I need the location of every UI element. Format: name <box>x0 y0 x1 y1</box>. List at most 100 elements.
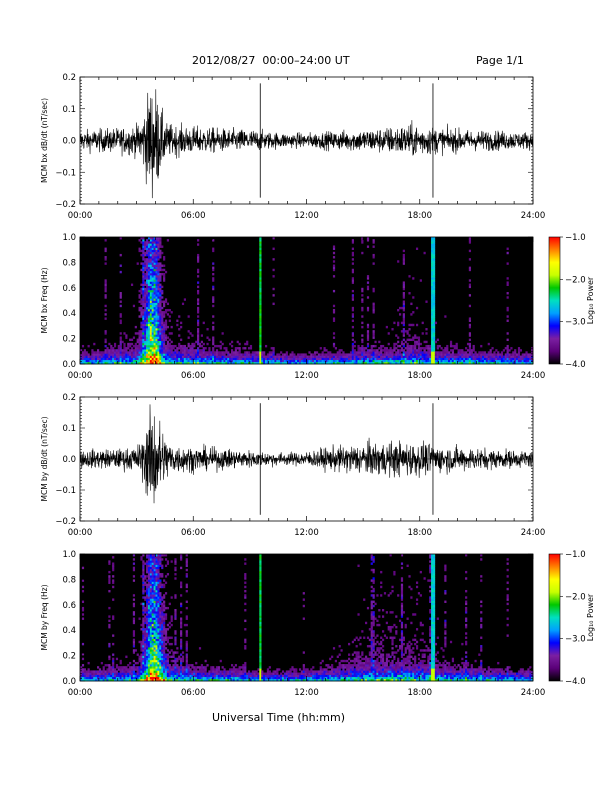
spectrogram-cell <box>151 678 154 682</box>
spectrogram-cell <box>283 355 287 358</box>
spectrogram-cell <box>155 568 158 572</box>
spectrogram-cell <box>100 353 103 356</box>
spectrogram-cell <box>144 655 147 659</box>
spectrogram-cell <box>144 262 147 265</box>
spectrogram-cell <box>146 287 149 291</box>
spectrogram-cell <box>180 344 183 348</box>
spectrogram-cell <box>202 357 205 361</box>
spectrogram-cell <box>266 361 270 365</box>
spectrogram-cell <box>231 349 234 352</box>
spectrogram-cell <box>149 642 153 646</box>
spectrogram-cell <box>142 657 145 661</box>
spectrogram-cell <box>193 666 196 669</box>
spectrogram-cell <box>431 256 434 259</box>
spectrogram-cell <box>506 347 509 350</box>
spectrogram-cell <box>372 604 375 608</box>
spectrogram-cell <box>153 645 156 648</box>
spectrogram-cell <box>225 351 228 354</box>
spectrogram-cell <box>212 347 215 350</box>
spectrogram-cell <box>161 300 164 303</box>
spectrogram-cell <box>161 315 164 318</box>
spectrogram-cell <box>155 585 158 589</box>
spectrogram-cell <box>117 349 120 352</box>
spectrogram-cell <box>334 678 337 682</box>
spectrogram-cell <box>149 344 153 348</box>
spectrogram-cell <box>117 361 120 365</box>
spectrogram-cell <box>427 355 430 358</box>
spectrogram-cell <box>159 283 162 286</box>
spectrogram-cell <box>402 357 405 361</box>
spectrogram-cell <box>153 258 156 261</box>
spectrogram-cell <box>149 554 153 557</box>
spectrogram-cell <box>370 579 373 582</box>
spectrogram-cell <box>202 351 205 354</box>
spectrogram-cell <box>468 334 472 337</box>
spectrogram-cell <box>159 251 162 255</box>
spectrogram-cell <box>108 678 111 682</box>
spectrogram-cell <box>314 351 317 354</box>
spectrogram-cell <box>353 657 356 661</box>
spectrogram-cell <box>157 589 160 593</box>
spectrogram-cell <box>138 657 141 661</box>
spectrogram-cell <box>185 657 188 661</box>
spectrogram-cell <box>157 560 160 563</box>
spectrogram-cell <box>157 304 160 308</box>
spectrogram-cell <box>157 281 160 284</box>
spectrogram-cell <box>146 279 149 282</box>
spectrogram-cell <box>174 642 177 646</box>
spectrogram-cell <box>117 353 120 356</box>
spectrogram-cell <box>259 653 262 656</box>
spectrogram-cell <box>215 344 219 348</box>
spectrogram-cell <box>132 566 136 570</box>
spectrogram-cell <box>187 344 190 348</box>
spectrogram-cell <box>183 672 186 675</box>
spectrogram-cell <box>197 306 200 310</box>
spectrogram-cell <box>376 359 379 363</box>
spectrogram-cell <box>191 347 194 350</box>
spectrogram-cell <box>363 357 366 361</box>
spectrogram-cell <box>195 351 198 354</box>
spectrogram-cell <box>493 351 496 354</box>
spectrogram-cell <box>153 272 156 276</box>
spectrogram-cell <box>129 666 132 669</box>
spectrogram-cell <box>525 353 528 356</box>
spectrogram-cell <box>130 674 134 678</box>
spectrogram-cell <box>242 674 245 678</box>
spectrogram-cell <box>504 359 507 363</box>
spectrogram-cell <box>517 347 521 350</box>
spectrogram-cell <box>263 676 266 680</box>
spectrogram-cell <box>146 628 149 631</box>
spectrogram-cell <box>208 674 211 678</box>
spectrogram-cell <box>146 334 149 337</box>
spectrogram-cell <box>142 287 145 291</box>
spectrogram-cell <box>142 602 145 606</box>
spectrogram-cell <box>431 251 434 255</box>
spectrogram-cell <box>155 277 158 280</box>
spectrogram-cell <box>146 606 149 610</box>
spectrogram-cell <box>198 678 202 682</box>
spectrogram-cell <box>348 670 351 673</box>
spectrogram-cell <box>185 573 188 576</box>
spectrogram-cell <box>440 359 443 363</box>
spectrogram-cell <box>142 651 145 654</box>
spectrogram-cell <box>408 361 411 365</box>
spectrogram-cell <box>325 353 328 356</box>
spectrogram-cell <box>212 672 215 675</box>
spectrogram-cell <box>278 353 281 356</box>
spectrogram-cell <box>338 674 341 678</box>
spectrogram-cell <box>421 359 424 363</box>
spectrogram-cell <box>89 355 92 358</box>
spectrogram-cell <box>91 672 94 675</box>
spectrogram-cell <box>512 359 515 363</box>
spectrogram-cell <box>157 285 160 289</box>
spectrogram-cell <box>164 357 168 361</box>
spectrogram-cell <box>376 653 379 656</box>
spectrogram-cell <box>142 249 145 253</box>
spectrogram-cell <box>185 653 188 656</box>
spectrogram-cell <box>142 573 145 576</box>
spectrogram-cell <box>115 666 119 669</box>
spectrogram-cell <box>370 628 373 631</box>
spectrogram-cell <box>95 672 98 675</box>
spectrogram-cell <box>132 558 136 561</box>
spectrogram-cell <box>514 351 517 354</box>
